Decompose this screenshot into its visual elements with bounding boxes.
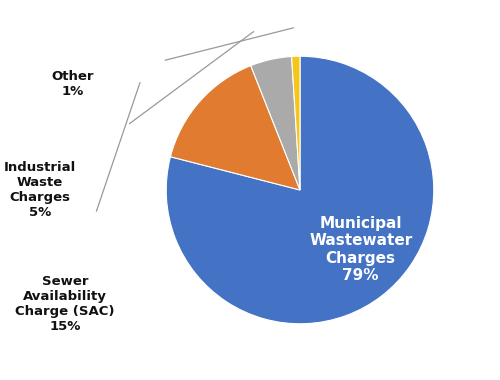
Text: Industrial
Waste
Charges
5%: Industrial Waste Charges 5% [4, 161, 76, 219]
Text: Sewer
Availability
Charge (SAC)
15%: Sewer Availability Charge (SAC) 15% [15, 275, 115, 333]
Wedge shape [292, 56, 300, 190]
Wedge shape [251, 57, 300, 190]
Wedge shape [166, 56, 434, 324]
Text: Other
1%: Other 1% [52, 70, 94, 98]
Wedge shape [170, 66, 300, 190]
Text: Municipal
Wastewater
Charges
79%: Municipal Wastewater Charges 79% [309, 216, 412, 283]
